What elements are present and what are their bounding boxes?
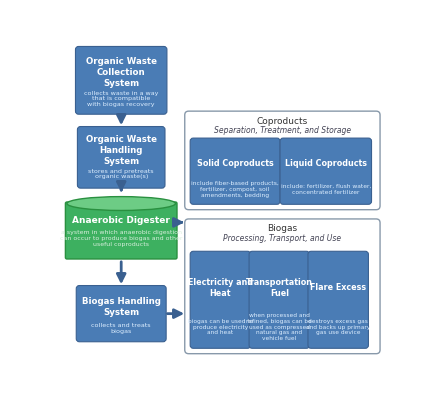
Text: Solid Coproducts: Solid Coproducts [197, 159, 273, 168]
Text: Organic Waste
Handling
System: Organic Waste Handling System [86, 134, 157, 166]
FancyBboxPatch shape [249, 251, 310, 348]
FancyBboxPatch shape [185, 219, 380, 354]
Text: Biogas: Biogas [268, 224, 298, 234]
Text: stores and pretreats
organic waste(s): stores and pretreats organic waste(s) [88, 168, 154, 179]
Text: biogas can be used to
produce electricity
and heat: biogas can be used to produce electricit… [188, 319, 253, 335]
Text: collects waste in a way
that is compatible
with biogas recovery: collects waste in a way that is compatib… [84, 90, 159, 107]
Text: include: fertilizer, flush water,
concentrated fertilizer: include: fertilizer, flush water, concen… [281, 184, 371, 195]
Text: Biogas Handling
System: Biogas Handling System [82, 297, 161, 317]
FancyBboxPatch shape [308, 251, 368, 348]
Text: collects and treats
biogas: collects and treats biogas [92, 323, 151, 334]
Text: Electricity and
Heat: Electricity and Heat [188, 278, 253, 298]
FancyBboxPatch shape [76, 286, 166, 342]
Text: Processing, Transport, and Use: Processing, Transport, and Use [223, 234, 341, 243]
Text: Anaerobic Digester: Anaerobic Digester [72, 216, 170, 224]
FancyBboxPatch shape [190, 138, 280, 204]
FancyBboxPatch shape [185, 111, 380, 210]
FancyBboxPatch shape [190, 251, 251, 348]
Text: Organic Waste
Collection
System: Organic Waste Collection System [86, 57, 157, 88]
FancyBboxPatch shape [75, 46, 167, 114]
Ellipse shape [67, 197, 176, 210]
Text: Separation, Treatment, and Storage: Separation, Treatment, and Storage [214, 126, 351, 135]
FancyBboxPatch shape [280, 138, 371, 204]
Text: a system in which anaerobic digestion
can occur to produce biogas and other
usef: a system in which anaerobic digestion ca… [60, 230, 182, 247]
Text: Liquid Coproducts: Liquid Coproducts [285, 159, 367, 168]
Text: Flare Excess: Flare Excess [310, 284, 366, 292]
Text: include fiber-based products,
fertilizer, compost, soil
amendments, bedding: include fiber-based products, fertilizer… [191, 181, 279, 198]
FancyBboxPatch shape [78, 126, 165, 188]
Text: destroys excess gas
and backs up primary
gas use device: destroys excess gas and backs up primary… [306, 319, 370, 335]
Text: when processed and
refined, biogas can be
used as compressed
natural gas and
veh: when processed and refined, biogas can b… [246, 313, 312, 341]
FancyBboxPatch shape [65, 202, 177, 259]
Text: Coproducts: Coproducts [257, 117, 308, 126]
Text: Transportation
Fuel: Transportation Fuel [246, 278, 313, 298]
